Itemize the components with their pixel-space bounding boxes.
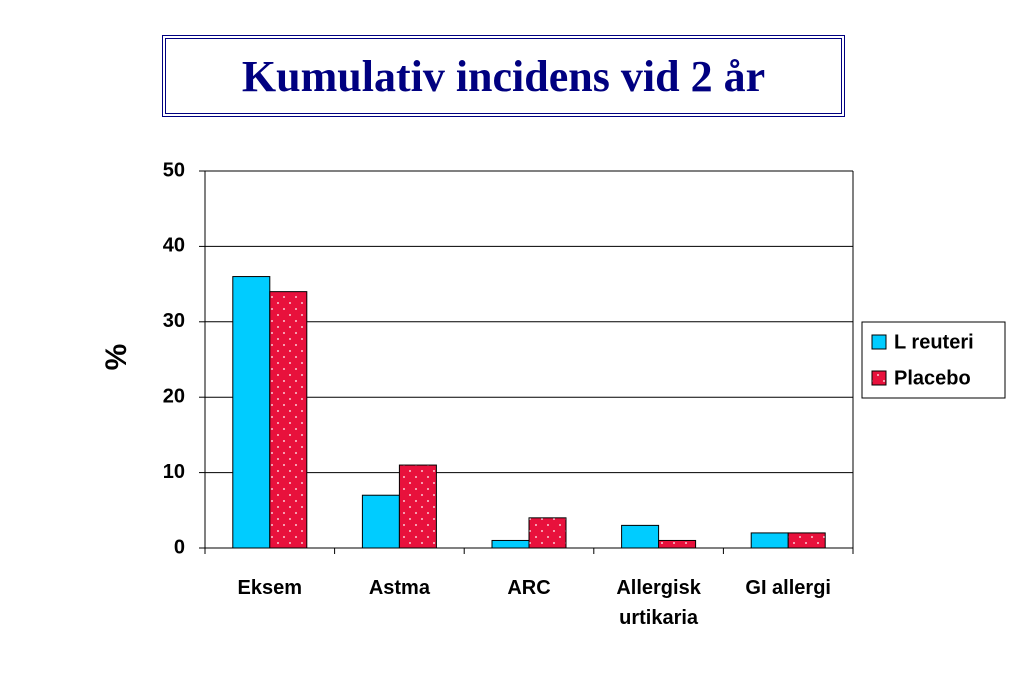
bar xyxy=(621,524,660,549)
y-axis-label: % xyxy=(100,344,133,371)
bar xyxy=(528,517,567,549)
bar xyxy=(750,532,789,549)
y-tick-label: 40 xyxy=(163,235,185,257)
x-tick-label: GI allergi xyxy=(745,577,831,599)
y-tick-label: 50 xyxy=(163,159,185,181)
legend-swatch xyxy=(871,334,887,350)
title-box: Kumulativ incidens vid 2 år xyxy=(162,35,845,117)
legend-label: L reuteri xyxy=(894,331,974,353)
x-tick-label: Allergisk urtikaria xyxy=(616,577,701,629)
bar xyxy=(269,291,308,549)
x-tick-label: Eksem xyxy=(237,577,303,599)
x-tick-label: Astma xyxy=(368,577,430,599)
bar xyxy=(658,539,697,549)
bar xyxy=(232,276,271,549)
y-tick-label: 20 xyxy=(163,385,185,407)
bar xyxy=(398,464,437,549)
legend-swatch xyxy=(871,370,887,386)
bar xyxy=(787,532,826,549)
bar xyxy=(361,494,400,549)
bar xyxy=(491,539,530,549)
legend-label: Placebo xyxy=(894,367,971,389)
chart-title: Kumulativ incidens vid 2 år xyxy=(241,51,766,101)
y-tick-label: 30 xyxy=(163,310,185,332)
y-tick-label: 10 xyxy=(163,461,185,483)
x-tick-label: ARC xyxy=(507,577,551,599)
y-tick-label: 0 xyxy=(174,536,185,558)
